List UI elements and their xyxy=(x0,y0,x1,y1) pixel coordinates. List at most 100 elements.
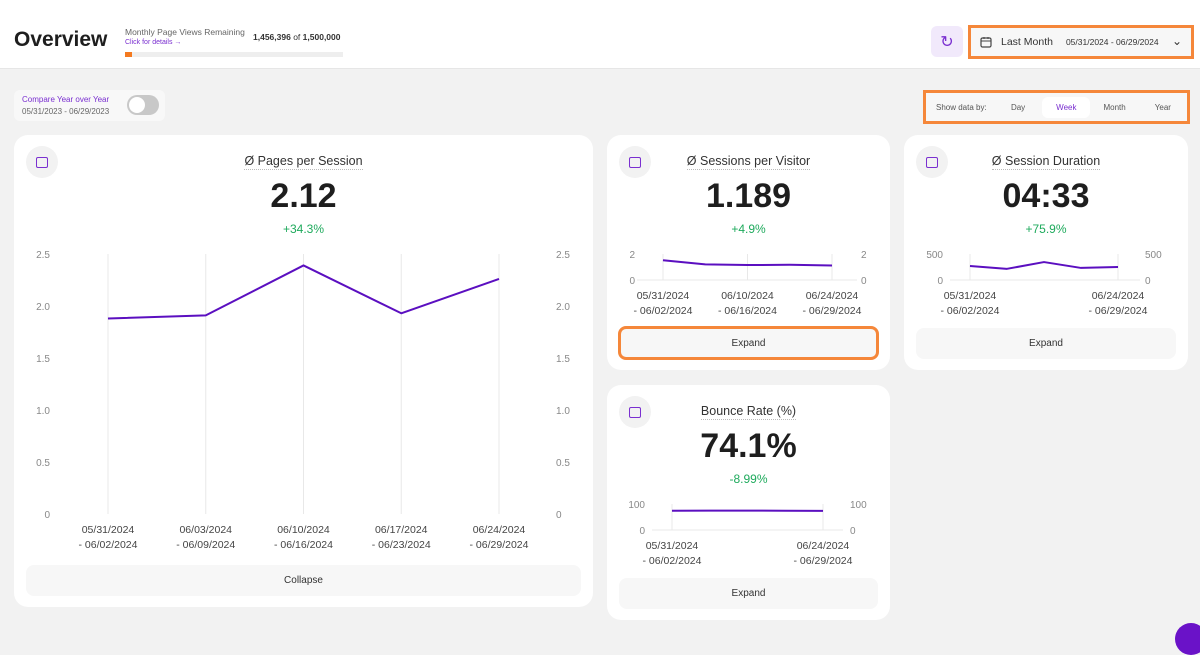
card-title-text: Ø Sessions per Visitor xyxy=(687,154,810,170)
y-tick-label-left: 100 xyxy=(628,500,645,511)
x-tick-label: 05/31/2024 xyxy=(646,540,699,552)
x-tick-label: 06/10/2024 xyxy=(277,524,330,536)
card-value: 04:33 xyxy=(904,177,1188,216)
y-tick-label-right: 500 xyxy=(1145,250,1162,261)
show-by-day[interactable]: Day xyxy=(994,97,1042,118)
card-value: 2.12 xyxy=(14,177,593,216)
x-tick-label: 06/24/2024 xyxy=(473,524,526,536)
date-range-dates: 05/31/2024 - 06/29/2024 xyxy=(1066,37,1159,47)
pages-per-session-card: 0 0 0.5 0.5 1.0 1.0 1.5 1.5 2.0 2.0 2.5 2.5 05/31/20… xyxy=(14,135,593,607)
y-tick-label-right: 100 xyxy=(850,500,867,511)
page-views-label: Monthly Page Views Remaining xyxy=(125,27,245,37)
page-views-progress-fill xyxy=(125,52,132,57)
page-views-remaining: 1,456,396 xyxy=(253,32,291,42)
x-tick-label: 05/31/2024 xyxy=(637,290,690,302)
y-tick-label-left: 2.5 xyxy=(36,250,50,261)
y-tick-label-right: 0 xyxy=(556,510,562,521)
expand-button[interactable]: Expand xyxy=(619,578,878,609)
y-tick-label-right: 0 xyxy=(1145,276,1151,287)
y-tick-label-left: 1.0 xyxy=(36,406,50,417)
y-tick-label-right: 1.5 xyxy=(556,354,570,365)
expand-button[interactable]: Expand xyxy=(916,328,1176,359)
y-tick-label-left: 2 xyxy=(629,250,635,261)
sessions-per-visitor-card: 0 0 2 2 05/31/2024 - 06/02/2024 06/10/2024 - 06… xyxy=(607,135,890,370)
x-tick-label: - 06/02/2024 xyxy=(643,555,702,567)
show-by-week[interactable]: Week xyxy=(1042,97,1090,118)
page-views-total: 1,500,000 xyxy=(303,32,341,42)
details-link[interactable]: Click for details → xyxy=(125,39,181,46)
page-views-count: 1,456,396 of 1,500,000 xyxy=(253,32,341,42)
y-tick-label-left: 1.5 xyxy=(36,354,50,365)
x-tick-label: 06/10/2024 xyxy=(721,290,774,302)
x-tick-label: - 06/29/2024 xyxy=(1089,305,1148,317)
expand-button[interactable]: Expand xyxy=(618,326,879,360)
x-tick-label: 06/03/2024 xyxy=(179,524,232,536)
y-tick-label-right: 0 xyxy=(861,276,867,287)
x-tick-label: 06/24/2024 xyxy=(1092,290,1145,302)
session-duration-card: 0 0 500 500 05/31/2024 - 06/02/2024 06/24/2024… xyxy=(904,135,1188,370)
y-tick-label-left: 0 xyxy=(629,276,635,287)
y-tick-label-right: 0 xyxy=(850,526,856,537)
show-data-by: Show data by: Day Week Month Year xyxy=(923,90,1190,124)
bounce-rate-card: 0 0 100 100 05/31/2024 - 06/02/2024 06/24/2024… xyxy=(607,385,890,620)
y-tick-label-right: 1.0 xyxy=(556,406,570,417)
card-value: 1.189 xyxy=(607,177,890,216)
x-tick-label: 06/24/2024 xyxy=(806,290,859,302)
x-tick-label: - 06/02/2024 xyxy=(79,539,138,551)
y-tick-label-left: 0 xyxy=(44,510,50,521)
card-change: +75.9% xyxy=(904,222,1188,236)
page-views-of: of xyxy=(293,32,300,42)
collapse-button[interactable]: Collapse xyxy=(26,565,581,596)
y-tick-label-right: 2 xyxy=(861,250,867,261)
show-by-month[interactable]: Month xyxy=(1090,97,1138,118)
x-tick-label: - 06/29/2024 xyxy=(803,305,862,317)
y-tick-label-left: 500 xyxy=(926,250,943,261)
refresh-button[interactable]: ↻ xyxy=(931,26,963,57)
compare-label: Compare Year over Year xyxy=(22,95,109,104)
card-title-text: Bounce Rate (%) xyxy=(701,404,796,420)
page-title: Overview xyxy=(14,28,107,52)
y-tick-label-right: 2.0 xyxy=(556,302,570,313)
show-by-year[interactable]: Year xyxy=(1139,97,1187,118)
refresh-icon: ↻ xyxy=(940,32,953,52)
card-title-text: Ø Session Duration xyxy=(992,154,1100,170)
x-tick-label: - 06/16/2024 xyxy=(274,539,333,551)
compare-year-over-year: Compare Year over Year 05/31/2023 - 06/2… xyxy=(14,90,165,121)
y-tick-label-right: 0.5 xyxy=(556,458,570,469)
x-tick-label: 05/31/2024 xyxy=(944,290,997,302)
x-tick-label: - 06/02/2024 xyxy=(634,305,693,317)
compare-toggle[interactable] xyxy=(127,95,159,115)
card-change: -8.99% xyxy=(607,472,890,486)
page-views-progress xyxy=(125,52,343,57)
card-value: 74.1% xyxy=(607,427,890,466)
help-chat-button[interactable] xyxy=(1175,623,1200,655)
card-change: +4.9% xyxy=(607,222,890,236)
calendar-icon xyxy=(980,36,992,48)
x-tick-label: - 06/09/2024 xyxy=(176,539,235,551)
chevron-down-icon: ⌄ xyxy=(1172,34,1182,48)
card-title: Bounce Rate (%) xyxy=(607,404,890,418)
series-line xyxy=(970,262,1118,269)
y-tick-label-right: 2.5 xyxy=(556,250,570,261)
card-title: Ø Session Duration xyxy=(904,154,1188,168)
x-tick-label: - 06/16/2024 xyxy=(718,305,777,317)
x-tick-label: 06/17/2024 xyxy=(375,524,428,536)
date-range-picker[interactable]: Last Month 05/31/2024 - 06/29/2024 ⌄ xyxy=(968,25,1194,59)
card-change: +34.3% xyxy=(14,222,593,236)
card-title: Ø Pages per Session xyxy=(14,154,593,168)
x-tick-label: 06/24/2024 xyxy=(797,540,850,552)
x-tick-label: - 06/23/2024 xyxy=(372,539,431,551)
compare-dates: 05/31/2023 - 06/29/2023 xyxy=(22,107,109,116)
top-header: Overview Monthly Page Views Remaining Cl… xyxy=(0,0,1200,69)
y-tick-label-left: 0 xyxy=(937,276,943,287)
y-tick-label-left: 2.0 xyxy=(36,302,50,313)
y-tick-label-left: 0 xyxy=(639,526,645,537)
x-tick-label: - 06/29/2024 xyxy=(470,539,529,551)
show-data-by-label: Show data by: xyxy=(936,103,994,112)
x-tick-label: - 06/29/2024 xyxy=(794,555,853,567)
x-tick-label: - 06/02/2024 xyxy=(941,305,1000,317)
card-title: Ø Sessions per Visitor xyxy=(607,154,890,168)
date-range-label: Last Month xyxy=(1001,36,1053,48)
y-tick-label-left: 0.5 xyxy=(36,458,50,469)
x-tick-label: 05/31/2024 xyxy=(82,524,135,536)
